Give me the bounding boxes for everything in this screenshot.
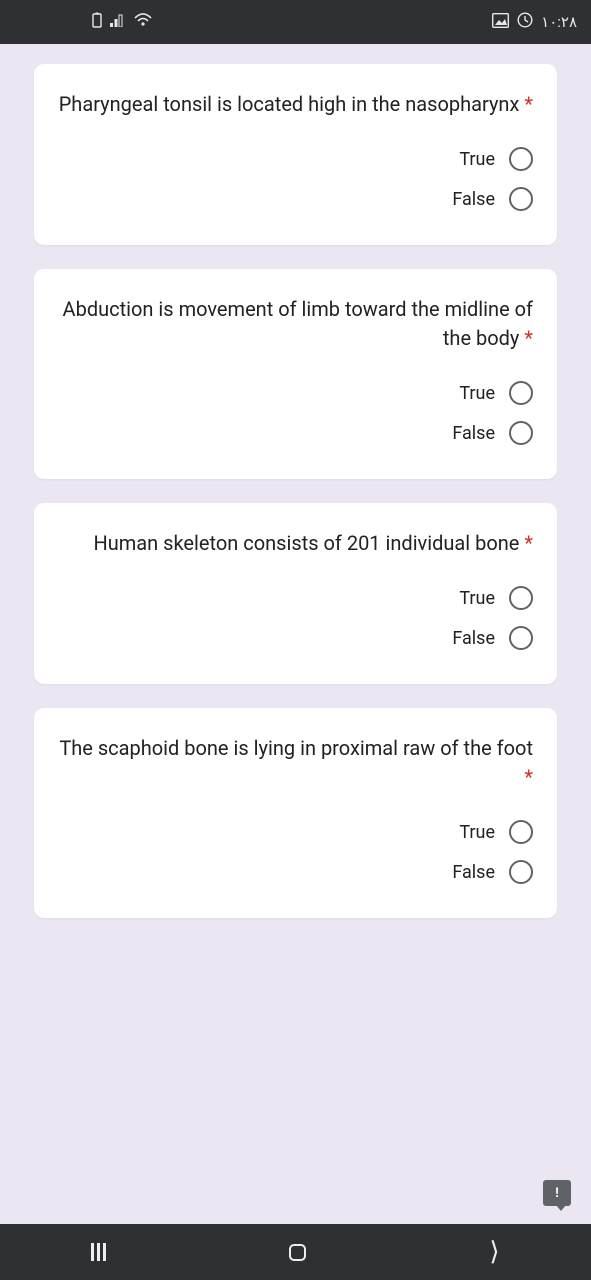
option-false[interactable]: False (58, 626, 533, 650)
required-mark: * (524, 92, 533, 116)
required-mark: * (524, 765, 533, 789)
options-group: True False (58, 147, 533, 211)
question-card: Human skeleton consists of 201 individua… (34, 503, 557, 684)
radio-icon[interactable] (509, 147, 533, 171)
option-false[interactable]: False (58, 860, 533, 884)
option-label: True (459, 383, 495, 404)
question-text: Abduction is movement of limb toward the… (58, 295, 533, 353)
question-card: Pharyngeal tonsil is located high in the… (34, 64, 557, 245)
required-mark: * (524, 326, 533, 350)
question-text: The scaphoid bone is lying in proximal r… (58, 734, 533, 792)
nav-recent-button[interactable] (91, 1243, 106, 1261)
question-card: The scaphoid bone is lying in proximal r… (34, 708, 557, 918)
wifi-icon (134, 13, 152, 31)
image-icon (492, 13, 509, 32)
form-content: Pharyngeal tonsil is located high in the… (0, 44, 591, 1224)
option-label: True (459, 822, 495, 843)
feedback-button[interactable]: ! (543, 1180, 571, 1206)
question-text-span: The scaphoid bone is lying in proximal r… (59, 736, 533, 760)
radio-icon[interactable] (509, 820, 533, 844)
options-group: True False (58, 381, 533, 445)
option-label: True (459, 149, 495, 170)
option-label: False (452, 189, 495, 210)
option-label: False (452, 628, 495, 649)
radio-icon[interactable] (509, 187, 533, 211)
radio-icon[interactable] (509, 381, 533, 405)
status-bar: ١٠:٢٨ (0, 0, 591, 44)
option-false[interactable]: False (58, 421, 533, 445)
signal-icon (110, 13, 126, 31)
status-left (14, 12, 152, 32)
option-true[interactable]: True (58, 381, 533, 405)
question-text: Human skeleton consists of 201 individua… (58, 529, 533, 558)
option-label: True (459, 588, 495, 609)
question-text: Pharyngeal tonsil is located high in the… (58, 90, 533, 119)
option-false[interactable]: False (58, 187, 533, 211)
question-card: Abduction is movement of limb toward the… (34, 269, 557, 479)
navigation-bar: ⟩ (0, 1224, 591, 1280)
option-true[interactable]: True (58, 147, 533, 171)
option-label: False (452, 423, 495, 444)
required-mark: * (524, 531, 533, 555)
status-time: ١٠:٢٨ (541, 13, 577, 31)
question-text-span: Pharyngeal tonsil is located high in the… (59, 92, 520, 116)
alert-icon: ! (555, 1186, 559, 1201)
radio-icon[interactable] (509, 586, 533, 610)
nav-home-button[interactable] (289, 1244, 306, 1261)
question-text-span: Abduction is movement of limb toward the… (63, 297, 533, 350)
option-label: False (452, 862, 495, 883)
battery-icon (92, 12, 102, 32)
radio-icon[interactable] (509, 421, 533, 445)
status-right: ١٠:٢٨ (492, 12, 577, 32)
clock-icon (517, 12, 533, 32)
option-true[interactable]: True (58, 820, 533, 844)
radio-icon[interactable] (509, 860, 533, 884)
nav-back-button[interactable]: ⟩ (489, 1237, 499, 1267)
radio-icon[interactable] (509, 626, 533, 650)
question-text-span: Human skeleton consists of 201 individua… (93, 531, 519, 555)
options-group: True False (58, 820, 533, 884)
option-true[interactable]: True (58, 586, 533, 610)
options-group: True False (58, 586, 533, 650)
